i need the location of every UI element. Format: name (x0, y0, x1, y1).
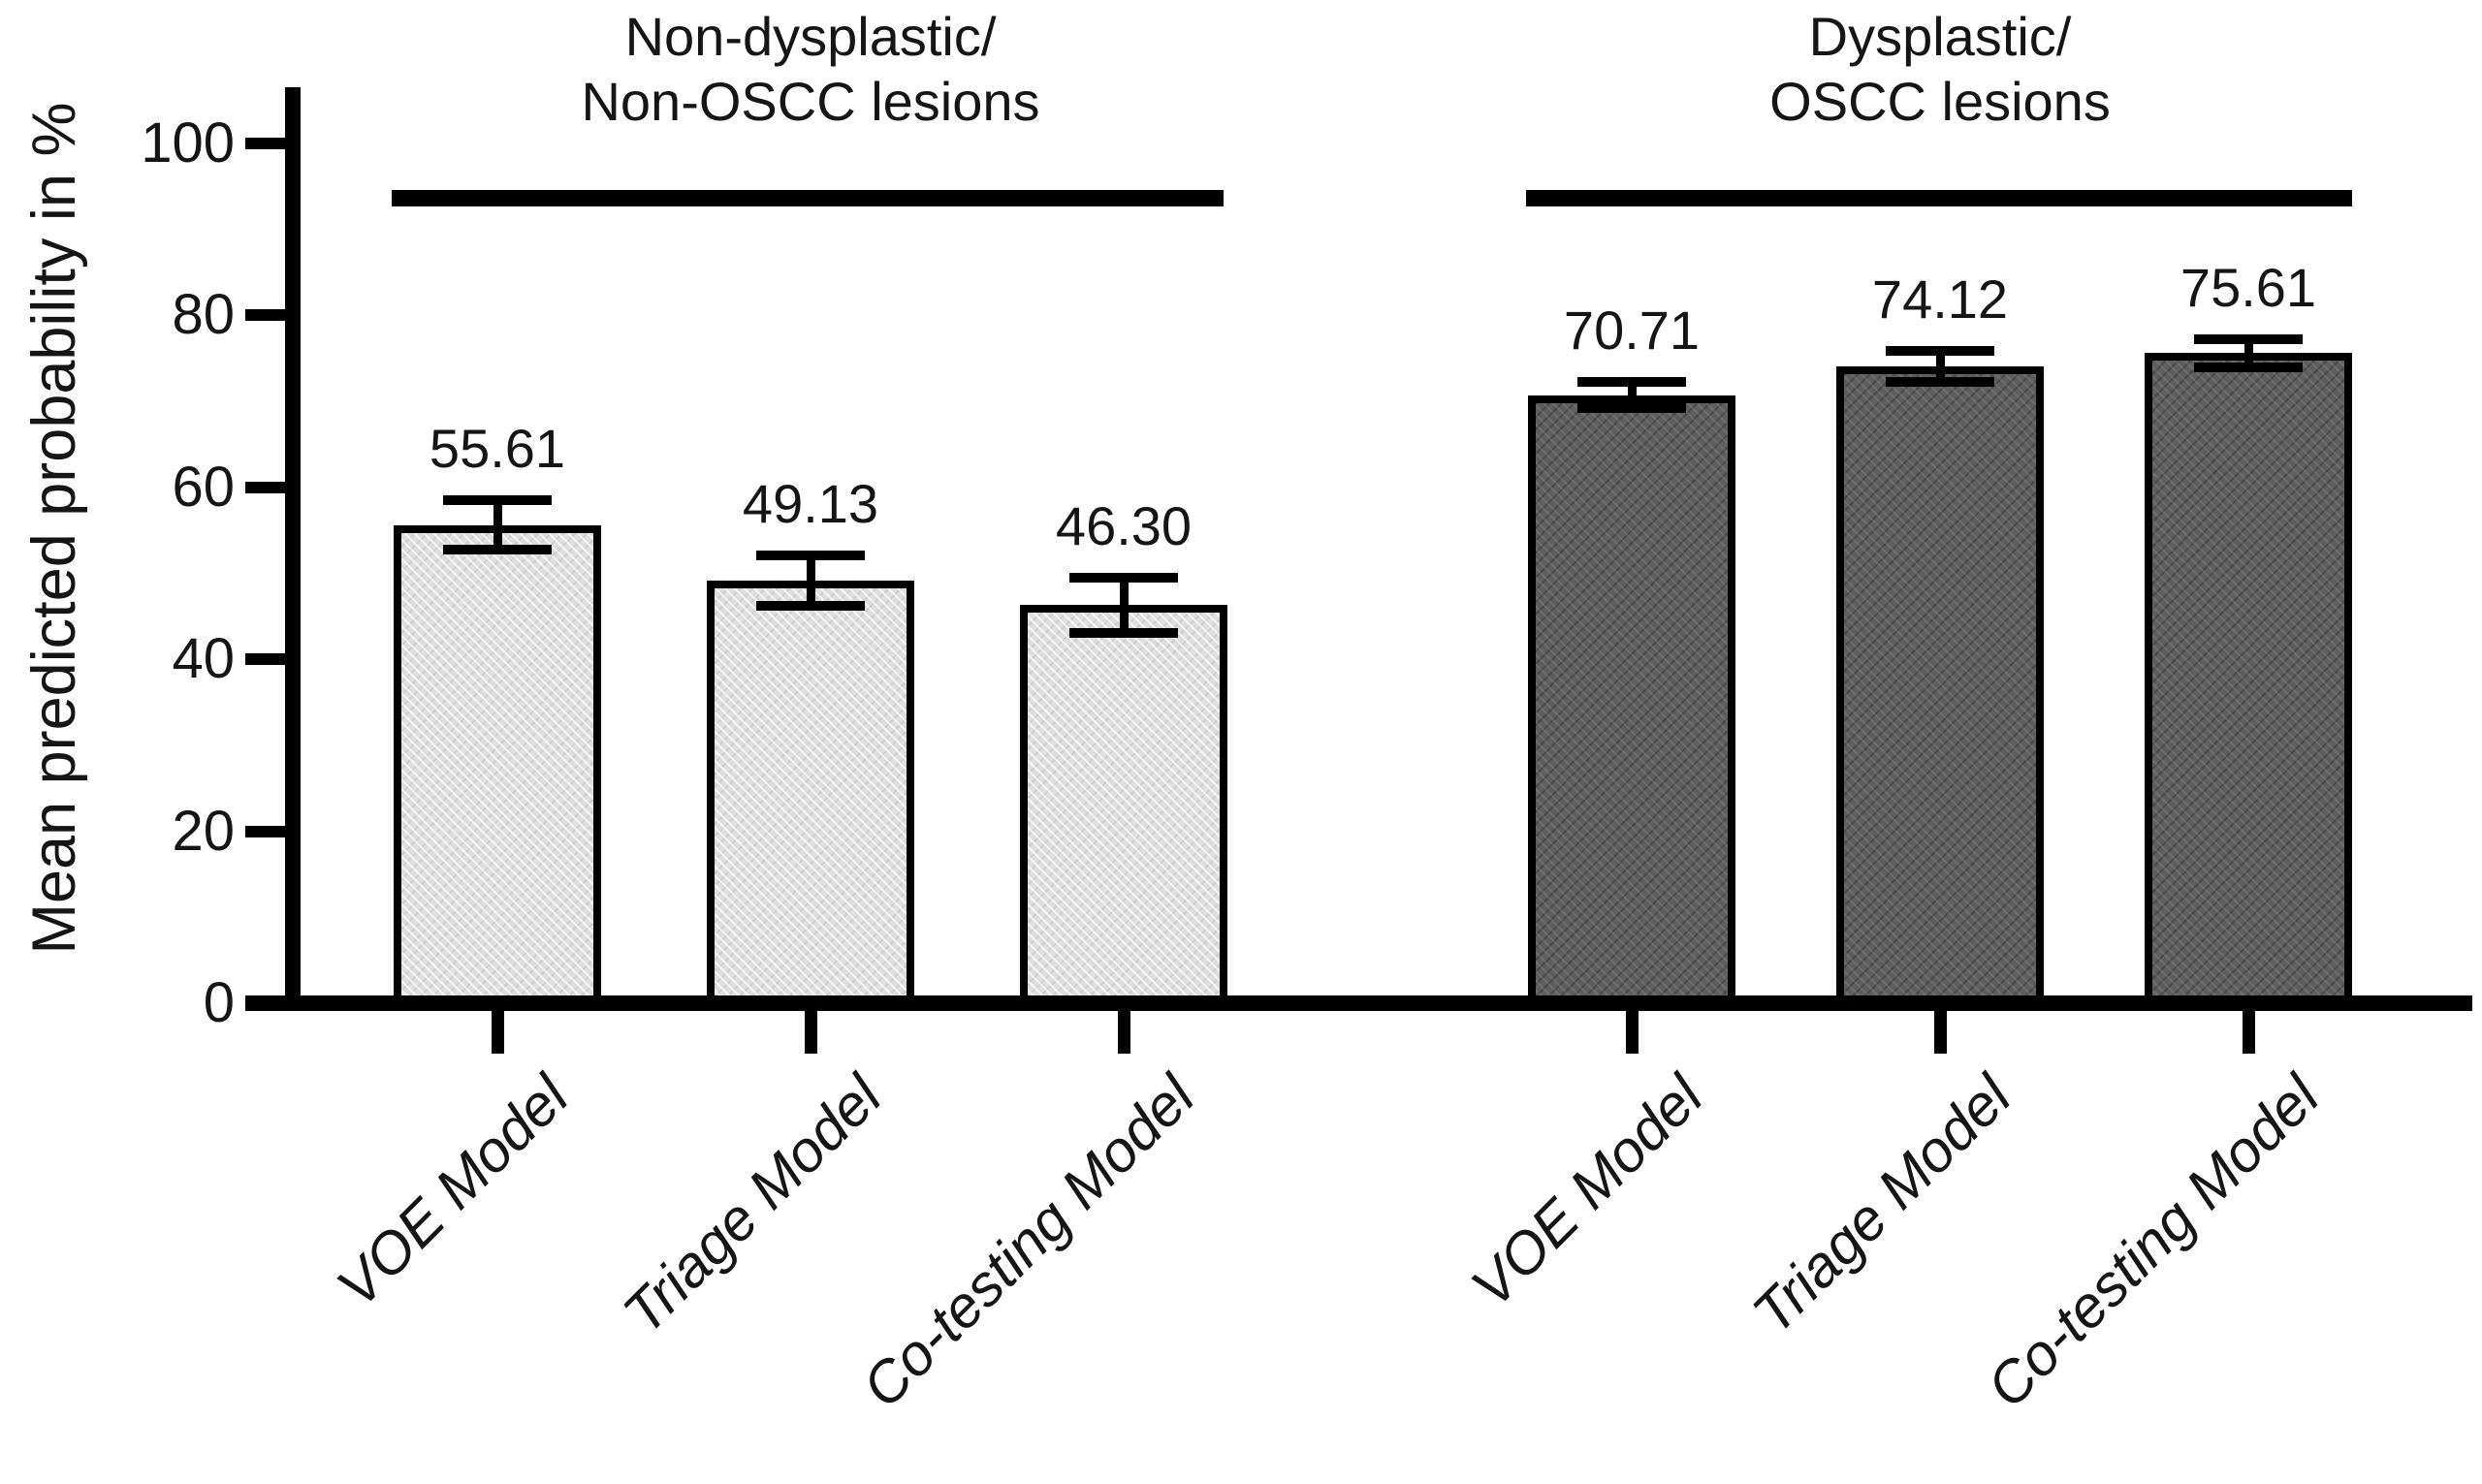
error-bar-line (806, 555, 815, 606)
error-bar-cap-bottom (1577, 403, 1686, 414)
error-bar-cap-top (1577, 377, 1686, 388)
x-tick (1933, 1011, 1947, 1054)
y-tick-label: 60 (172, 455, 235, 519)
bar-value-label: 46.30 (1055, 494, 1193, 556)
bar-triage-model (707, 581, 914, 1011)
error-bar-line (2243, 339, 2253, 367)
error-bar-cap-top (1069, 572, 1178, 583)
y-tick (245, 481, 289, 493)
y-tick-label: 40 (172, 627, 235, 691)
bar-value-label: 74.12 (1871, 268, 2009, 330)
x-tick (491, 1011, 504, 1054)
error-bar-line (493, 500, 502, 551)
group-header-line2: Non-OSCC lesions (581, 71, 1040, 132)
y-tick (245, 653, 289, 666)
y-tick-label: 20 (172, 799, 235, 863)
error-bar-cap-bottom (443, 545, 552, 555)
group-underline-non-dysplastic (392, 190, 1224, 206)
x-tick (1625, 1011, 1639, 1054)
bar-voe-model (1528, 395, 1735, 1011)
error-bar-cap-top (443, 495, 552, 506)
group-header-line2: OSCC lesions (1769, 71, 2111, 132)
x-tick-label-co-testing-model: Co-testing Model (850, 1062, 1208, 1420)
error-bar-cap-bottom (756, 600, 865, 611)
error-bar-line (1935, 350, 1945, 382)
bar-voe-model (394, 524, 601, 1011)
group-underline-dysplastic (1526, 190, 2352, 206)
error-bar-cap-top (756, 551, 865, 561)
y-tick (245, 825, 289, 837)
bar-value-label: 55.61 (429, 418, 566, 480)
bar-co-testing-model (1020, 605, 1227, 1011)
group-header-non-dysplastic: Non-dysplastic/ Non-OSCC lesions (394, 4, 1227, 134)
y-tick (245, 138, 289, 149)
bar-value-label: 75.61 (2180, 257, 2317, 319)
y-tick (245, 309, 289, 322)
x-tick (1117, 1011, 1130, 1054)
bar-value-label: 70.71 (1563, 300, 1701, 362)
x-tick-label-triage-model: Triage Model (1740, 1062, 2024, 1346)
error-bar-line (1119, 577, 1129, 633)
x-tick-label-voe-model: VOE Model (324, 1062, 582, 1320)
x-tick-label-voe-model: VOE Model (1458, 1062, 1716, 1320)
group-header-dysplastic: Dysplastic/ OSCC lesions (1523, 4, 2357, 134)
bar-co-testing-model (2145, 353, 2352, 1011)
group-header-line1: Dysplastic/ (1808, 6, 2072, 67)
y-tick (245, 997, 289, 1009)
x-axis-line (245, 995, 2472, 1011)
x-tick (804, 1011, 817, 1054)
x-tick-label-co-testing-model: Co-testing Model (1975, 1062, 2333, 1420)
error-bar-cap-top (1886, 345, 1994, 356)
x-tick-label-triage-model: Triage Model (611, 1062, 895, 1346)
error-bar-cap-bottom (2194, 362, 2303, 372)
error-bar-cap-bottom (1069, 627, 1178, 638)
error-bar-cap-top (2194, 334, 2303, 345)
bar-value-label: 49.13 (742, 473, 879, 535)
y-tick-label: 0 (203, 971, 235, 1034)
y-tick-label: 80 (172, 283, 235, 347)
group-header-line1: Non-dysplastic/ (624, 6, 997, 67)
bar-triage-model (1836, 365, 2044, 1011)
error-bar-cap-bottom (1886, 376, 1994, 387)
error-bar-line (1627, 382, 1637, 409)
x-tick (2242, 1011, 2255, 1054)
y-tick-label: 100 (141, 111, 235, 174)
y-axis-line (285, 87, 301, 1011)
